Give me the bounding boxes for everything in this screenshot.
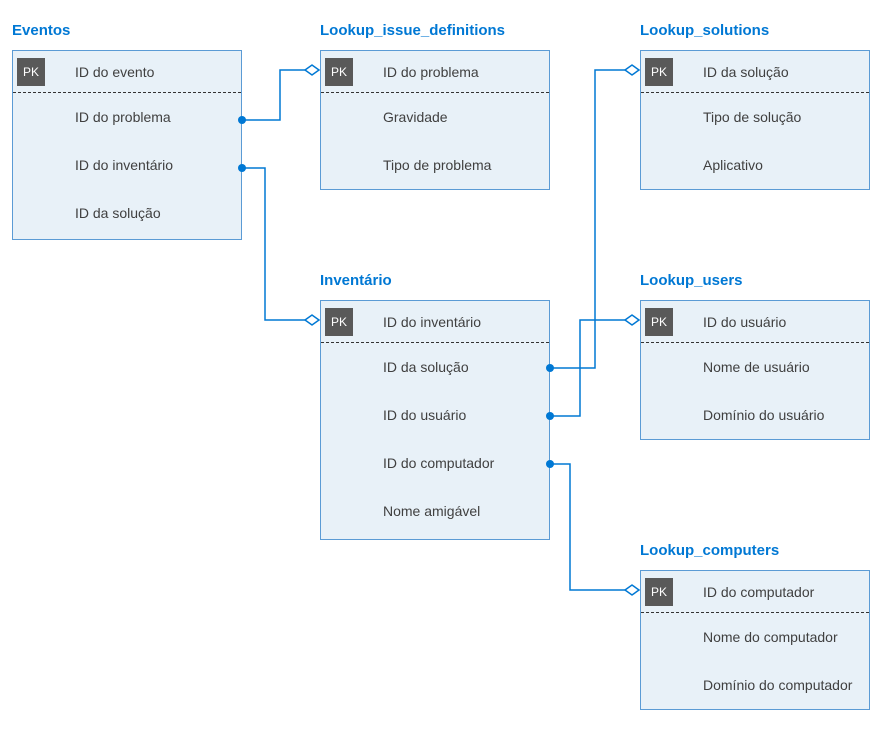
field-label: Nome de usuário xyxy=(703,359,810,375)
field-row: ID do problema xyxy=(13,93,241,141)
connector-line xyxy=(242,168,306,320)
field-label: Gravidade xyxy=(383,109,448,125)
connector-line xyxy=(550,464,626,590)
pk-row: PK ID do computador xyxy=(641,571,869,613)
pk-label: ID do computador xyxy=(703,584,814,600)
pk-row: PK ID do evento xyxy=(13,51,241,93)
pk-badge-icon: PK xyxy=(325,308,353,336)
field-label: Nome do computador xyxy=(703,629,838,645)
pk-label: ID da solução xyxy=(703,64,789,80)
field-label: ID da solução xyxy=(75,205,161,221)
connector-diamond-icon xyxy=(305,315,319,325)
pk-badge-icon: PK xyxy=(325,58,353,86)
field-row: Nome do computador xyxy=(641,613,869,661)
field-row: ID da solução xyxy=(321,343,549,391)
pk-label: ID do usuário xyxy=(703,314,786,330)
field-row: Domínio do usuário xyxy=(641,391,869,439)
pk-badge-icon: PK xyxy=(645,308,673,336)
field-row: ID do computador xyxy=(321,439,549,487)
field-row: ID da solução xyxy=(13,189,241,237)
connector-diamond-icon xyxy=(625,585,639,595)
entity-title-lookup-solutions: Lookup_solutions xyxy=(640,22,769,39)
connector-diamond-icon xyxy=(625,315,639,325)
field-row: Nome amigável xyxy=(321,487,549,535)
entity-title-lookup-issue-definitions: Lookup_issue_definitions xyxy=(320,22,505,39)
field-label: ID do problema xyxy=(75,109,171,125)
connector-diamond-icon xyxy=(625,65,639,75)
pk-badge-icon: PK xyxy=(645,58,673,86)
entity-lookup-issue-definitions: PK ID do problema Gravidade Tipo de prob… xyxy=(320,50,550,190)
entity-inventario: PK ID do inventário ID da solução ID do … xyxy=(320,300,550,540)
connector-line xyxy=(550,320,626,416)
entity-lookup-computers: PK ID do computador Nome do computador D… xyxy=(640,570,870,710)
field-row: Gravidade xyxy=(321,93,549,141)
field-row: Tipo de solução xyxy=(641,93,869,141)
pk-label: ID do inventário xyxy=(383,314,481,330)
field-label: Tipo de problema xyxy=(383,157,491,173)
field-label: ID do computador xyxy=(383,455,494,471)
field-label: ID do inventário xyxy=(75,157,173,173)
entity-title-eventos: Eventos xyxy=(12,22,70,39)
entity-title-lookup-computers: Lookup_computers xyxy=(640,542,779,559)
field-row: Nome de usuário xyxy=(641,343,869,391)
field-label: Domínio do usuário xyxy=(703,407,824,423)
pk-label: ID do evento xyxy=(75,64,154,80)
field-row: ID do inventário xyxy=(13,141,241,189)
entity-title-lookup-users: Lookup_users xyxy=(640,272,743,289)
field-row: Domínio do computador xyxy=(641,661,869,709)
field-label: Aplicativo xyxy=(703,157,763,173)
pk-row: PK ID do inventário xyxy=(321,301,549,343)
pk-row: PK ID do problema xyxy=(321,51,549,93)
pk-row: PK ID da solução xyxy=(641,51,869,93)
field-label: Nome amigável xyxy=(383,503,480,519)
connector-line xyxy=(242,70,306,120)
pk-badge-icon: PK xyxy=(17,58,45,86)
field-label: Domínio do computador xyxy=(703,677,852,693)
entity-eventos: PK ID do evento ID do problema ID do inv… xyxy=(12,50,242,240)
field-row: ID do usuário xyxy=(321,391,549,439)
connector-diamond-icon xyxy=(305,65,319,75)
entity-title-inventario: Inventário xyxy=(320,272,392,289)
entity-lookup-solutions: PK ID da solução Tipo de solução Aplicat… xyxy=(640,50,870,190)
entity-lookup-users: PK ID do usuário Nome de usuário Domínio… xyxy=(640,300,870,440)
pk-label: ID do problema xyxy=(383,64,479,80)
field-label: ID da solução xyxy=(383,359,469,375)
pk-badge-icon: PK xyxy=(645,578,673,606)
pk-row: PK ID do usuário xyxy=(641,301,869,343)
connector-line xyxy=(550,70,626,368)
field-row: Tipo de problema xyxy=(321,141,549,189)
field-label: ID do usuário xyxy=(383,407,466,423)
field-label: Tipo de solução xyxy=(703,109,801,125)
field-row: Aplicativo xyxy=(641,141,869,189)
